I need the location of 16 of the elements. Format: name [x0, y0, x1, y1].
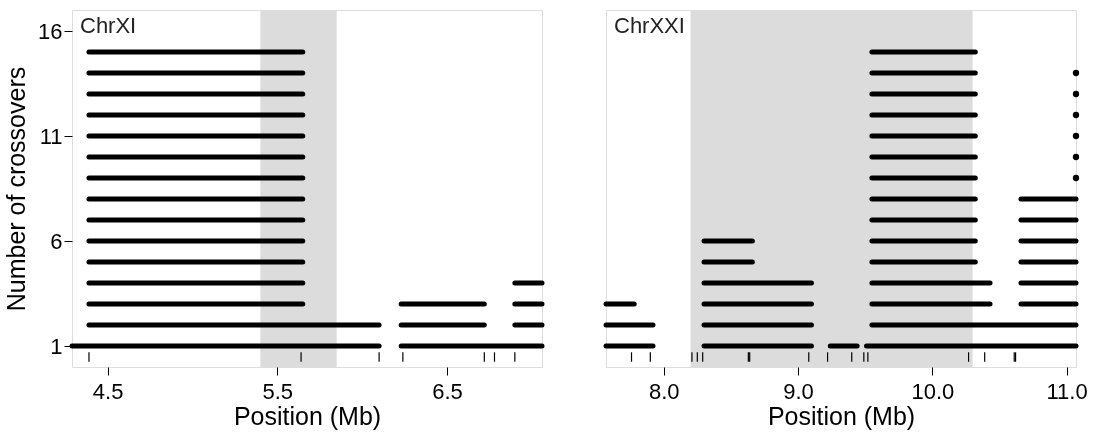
x-axis-title: Position (Mb)	[767, 401, 916, 430]
y-tick-label: 16	[38, 18, 63, 44]
x-tick-label: 5.5	[262, 378, 294, 404]
y-tick-label: 1	[50, 333, 63, 359]
annotation: ChrXI	[80, 13, 137, 38]
x-tick-label: 9.0	[783, 378, 814, 404]
annotation: ChrXXI	[614, 13, 685, 38]
y-axis-title: Number of crossovers	[2, 66, 31, 312]
x-tick-label: 10.0	[911, 378, 955, 404]
x-tick-label: 4.5	[92, 378, 124, 404]
x-tick-label: 8.0	[648, 378, 680, 404]
y-tick-label: 6	[50, 228, 63, 254]
x-axis-title: Position (Mb)	[233, 401, 382, 430]
x-tick-label: 11.0	[1046, 378, 1088, 404]
x-tick-label: 6.5	[432, 378, 463, 404]
y-tick-label: 11	[39, 123, 63, 149]
